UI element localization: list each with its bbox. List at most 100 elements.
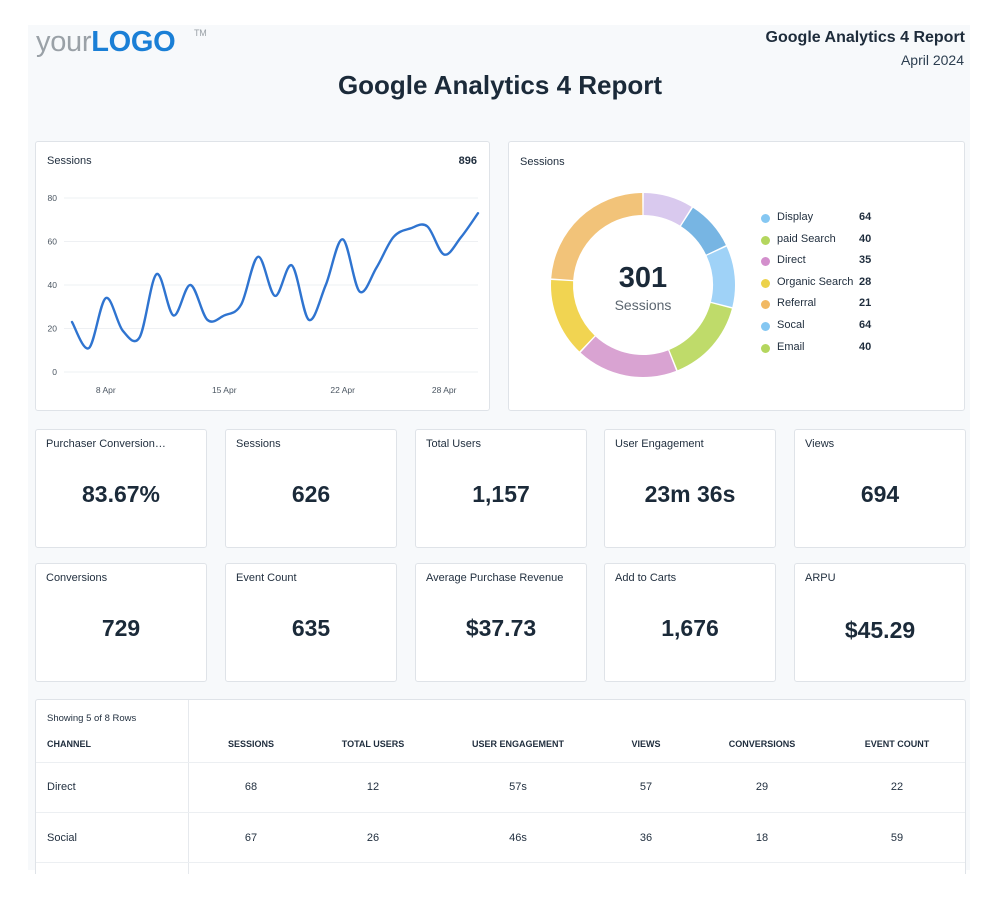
table-divider [188, 700, 189, 874]
legend-value: 64 [859, 318, 872, 331]
kpi-value: 1,676 [661, 615, 719, 641]
x-tick-label: 22 Apr [330, 385, 355, 395]
y-tick-label: 0 [52, 367, 57, 377]
y-tick-label: 20 [48, 324, 58, 334]
table-row-count: Showing 5 of 8 Rows [47, 713, 137, 724]
y-tick-label: 80 [48, 193, 58, 203]
y-tick-label: 40 [48, 280, 58, 290]
kpi-card-conversions: Conversions 729 [35, 563, 207, 682]
kpi-card-add-to-carts: Add to Carts 1,676 [604, 563, 776, 682]
row-divider [36, 862, 965, 863]
column-header-total-users[interactable]: TOTAL USERS [341, 739, 405, 749]
cell-event-count: 22 [890, 781, 904, 793]
legend-label: Direct [777, 254, 806, 267]
cell-sessions: 67 [244, 832, 258, 844]
kpi-value: 1,157 [472, 481, 530, 507]
legend-swatch [761, 214, 770, 223]
legend-value: 64 [859, 211, 872, 223]
donut-slice [551, 193, 643, 280]
legend-swatch [761, 257, 770, 267]
company-logo: yourLOGO TM [36, 26, 207, 58]
kpi-value: 694 [860, 481, 900, 507]
legend-swatch [761, 321, 770, 331]
kpi-label: Purchaser Conversion… [46, 438, 166, 450]
channel-table: Showing 5 of 8 Rows CHANNEL SESSIONS TOT… [35, 699, 966, 874]
donut-slice [669, 303, 732, 371]
kpi-value: 729 [101, 615, 141, 641]
legend-label: Display [777, 211, 814, 223]
x-tick-label: 8 Apr [96, 385, 116, 395]
kpi-card-average-purchase-revenue: Average Purchase Revenue $37.73 [415, 563, 587, 682]
sessions-series-line [70, 212, 480, 350]
kpi-card-views: Views 694 [794, 429, 966, 548]
kpi-value: 83.67% [81, 481, 160, 507]
cell-conversions: 29 [755, 781, 769, 793]
sessions-line-label: Sessions [47, 155, 92, 167]
legend-swatch [761, 235, 770, 245]
cell-views: 57 [639, 781, 653, 793]
column-header-user-engagement[interactable]: USER ENGAGEMENT [471, 739, 565, 749]
cell-channel: Social [47, 832, 77, 844]
x-tick-label: 15 Apr [212, 385, 237, 395]
legend-value: 40 [859, 232, 872, 245]
kpi-label: Views [805, 438, 835, 450]
sessions-donut-card: Sessions 301 Sessions Display 64 paid Sear… [508, 141, 965, 411]
kpi-card-total-users: Total Users 1,157 [415, 429, 587, 548]
kpi-card-arpu: ARPU $45.29 [794, 563, 966, 682]
legend-label: paid Search [777, 232, 836, 245]
legend-swatch [761, 343, 770, 353]
cell-total-users: 26 [366, 832, 380, 844]
y-tick-label: 60 [48, 237, 58, 247]
legend-swatch [761, 300, 770, 310]
sessions-line-card: Sessions 896 0 20 40 60 80 8 Apr 15 Apr 22 Apr 2… [35, 141, 490, 411]
cell-conversions: 18 [755, 832, 769, 844]
column-header-conversions[interactable]: CONVERSIONS [728, 739, 796, 749]
kpi-card-event-count: Event Count 635 [225, 563, 397, 682]
donut-slice [681, 207, 726, 255]
kpi-value: 626 [291, 481, 331, 507]
row-divider [36, 762, 965, 763]
sessions-line-total: 896 [458, 155, 477, 167]
kpi-value: $37.73 [465, 615, 537, 641]
sessions-donut-label: Sessions [520, 156, 565, 168]
report-title-top: Google Analytics 4 Report [765, 29, 965, 46]
kpi-label: Event Count [236, 572, 297, 584]
kpi-label: User Engagement [615, 438, 704, 450]
sessions-line-chart: 0 20 40 60 80 8 Apr 15 Apr 22 Apr 28 Apr [48, 193, 480, 395]
column-header-event-count[interactable]: EVENT COUNT [864, 739, 930, 749]
kpi-card-purchaser-conversion: Purchaser Conversion… 83.67% [35, 429, 207, 548]
cell-user-engagement: 57s [509, 781, 527, 793]
kpi-value: $45.29 [844, 617, 916, 643]
legend-label: Referral [777, 297, 817, 310]
x-tick-label: 28 Apr [432, 385, 457, 395]
kpi-label: Average Purchase Revenue [426, 572, 564, 584]
cell-views: 36 [639, 832, 653, 844]
cell-total-users: 12 [366, 781, 380, 793]
kpi-value: 23m 36s [644, 481, 736, 507]
legend-value: 21 [859, 297, 872, 310]
donut-slice [580, 336, 677, 377]
kpi-label: Conversions [46, 572, 108, 584]
column-header-views[interactable]: VIEWS [631, 739, 661, 749]
cell-channel: Direct [47, 781, 76, 793]
cell-sessions: 68 [244, 781, 258, 793]
column-header-channel[interactable]: CHANNEL [47, 739, 91, 749]
donut-slice [551, 280, 595, 352]
row-divider [36, 812, 965, 813]
cell-user-engagement: 46s [509, 832, 527, 844]
donut-center-value: 301 [618, 262, 668, 294]
donut-slice [706, 246, 735, 308]
kpi-card-sessions: Sessions 626 [225, 429, 397, 548]
kpi-label: ARPU [805, 572, 836, 584]
kpi-label: Total Users [426, 438, 482, 450]
legend-label: Organic Search [777, 275, 854, 288]
legend-value: 28 [859, 275, 872, 288]
report-date: April 2024 [900, 52, 964, 68]
legend-swatch [761, 278, 770, 288]
donut-slice [643, 193, 692, 226]
column-header-sessions[interactable]: SESSIONS [227, 739, 275, 749]
legend-value: 35 [859, 254, 872, 267]
page-title: Google Analytics 4 Report [337, 70, 663, 100]
kpi-label: Add to Carts [615, 572, 677, 584]
kpi-card-user-engagement: User Engagement 23m 36s [604, 429, 776, 548]
